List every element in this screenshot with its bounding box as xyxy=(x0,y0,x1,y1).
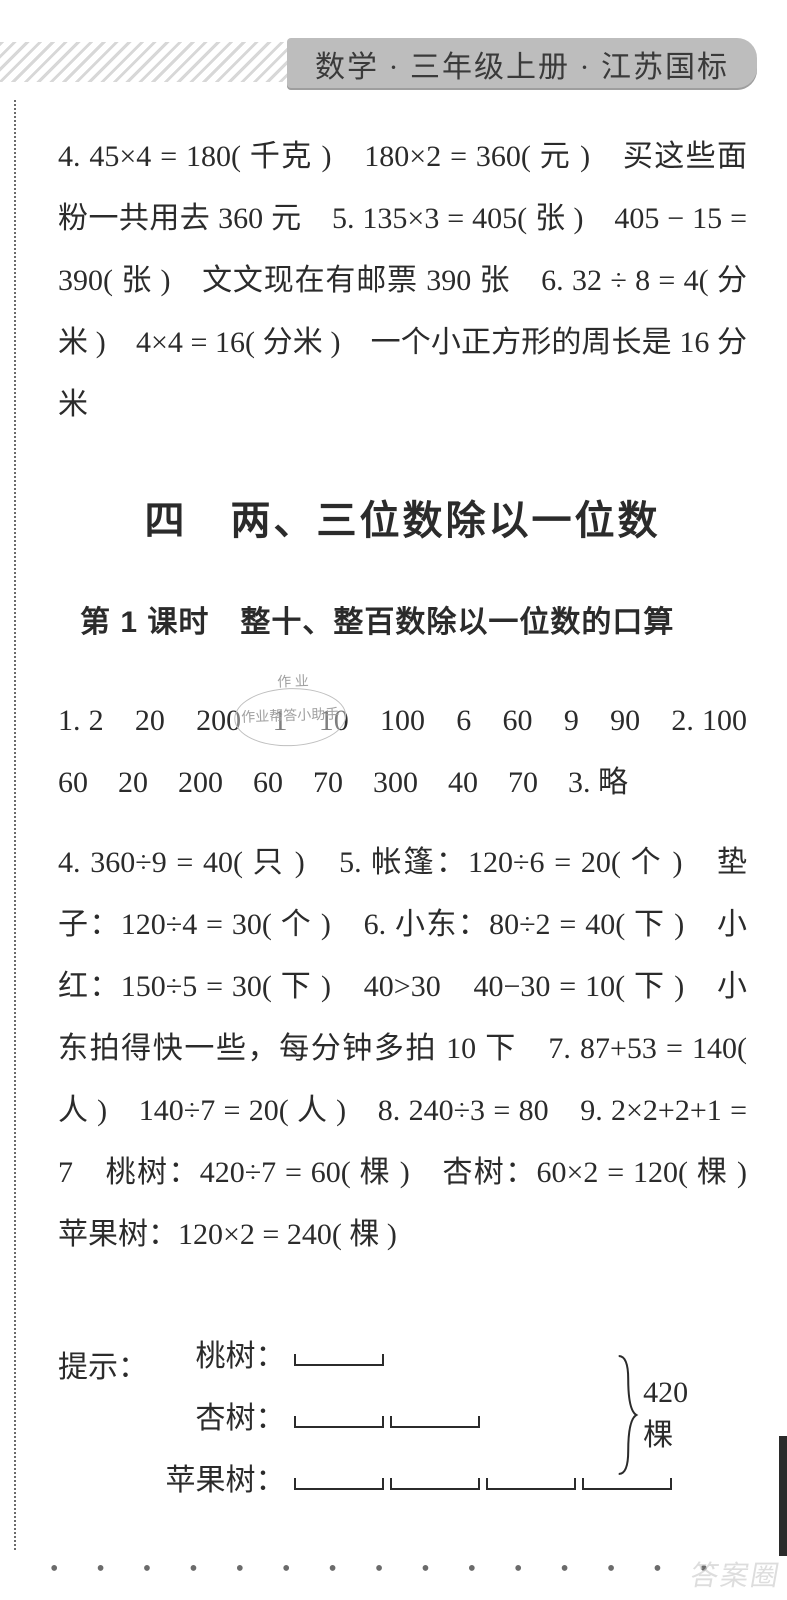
corner-watermark: 答案圈 xyxy=(687,1554,784,1594)
banner-text: 数学 · 三年级上册 · 江苏国标 xyxy=(315,42,729,86)
tree-name-apricot: 杏树： xyxy=(166,1393,294,1437)
unit-title: 四 两、三位数除以一位数 xyxy=(58,490,747,552)
bar-segment xyxy=(294,1478,384,1490)
brace-label: 420 棵 xyxy=(643,1376,699,1454)
answers-block-1: 1. 2 20 200 1 10 100 6 60 9 90 2. 100 60… xyxy=(58,690,747,814)
watermark-line2: 作业帮答小助手 xyxy=(241,706,340,727)
tree-area: 桃树： 杏树： 苹果树： xyxy=(166,1322,678,1508)
bar-segment xyxy=(390,1416,480,1428)
brace: 420 棵 xyxy=(616,1322,699,1508)
page-watermark: 作 业 作业帮答小助手 xyxy=(233,672,355,748)
page-content: 4. 45×4 = 180( 千克 ) 180×2 = 360( 元 ) 买这些… xyxy=(58,126,747,1266)
banner-stripes xyxy=(0,42,300,82)
bars-peach xyxy=(294,1340,390,1366)
bars-apricot xyxy=(294,1402,486,1428)
bar-segment xyxy=(390,1478,480,1490)
bar-segment xyxy=(294,1354,384,1366)
hint-diagram: 提示： 桃树： 杏树： 苹果树： xyxy=(58,1322,678,1508)
right-edge-mark xyxy=(779,1436,787,1556)
watermark-oval: 作业帮答小助手 xyxy=(233,686,347,748)
bar-segment xyxy=(486,1478,576,1490)
tree-name-peach: 桃树： xyxy=(166,1331,294,1375)
left-dotted-rule xyxy=(14,100,16,1550)
top-paragraph: 4. 45×4 = 180( 千克 ) 180×2 = 360( 元 ) 买这些… xyxy=(58,126,747,436)
hint-label: 提示： xyxy=(58,1342,148,1386)
tree-row-peach: 桃树： xyxy=(166,1322,678,1384)
tree-name-apple: 苹果树： xyxy=(166,1455,294,1499)
header-banner: 数学 · 三年级上册 · 江苏国标 xyxy=(0,38,787,98)
tree-row-apple: 苹果树： xyxy=(166,1446,678,1508)
answers-block-2: 4. 360÷9 = 40( 只 ) 5. 帐篷：120÷6 = 20( 个 )… xyxy=(58,832,747,1266)
tree-row-apricot: 杏树： xyxy=(166,1384,678,1446)
watermark-line1: 作 业 xyxy=(233,672,354,694)
banner-pill: 数学 · 三年级上册 · 江苏国标 xyxy=(287,38,757,90)
bar-segment xyxy=(294,1416,384,1428)
footer-dots: • • • • • • • • • • • • • • • • • • • • … xyxy=(50,1556,737,1584)
brace-icon xyxy=(616,1322,639,1508)
lesson-title: 第 1 课时 整十、整百数除以一位数的口算 xyxy=(80,592,747,654)
